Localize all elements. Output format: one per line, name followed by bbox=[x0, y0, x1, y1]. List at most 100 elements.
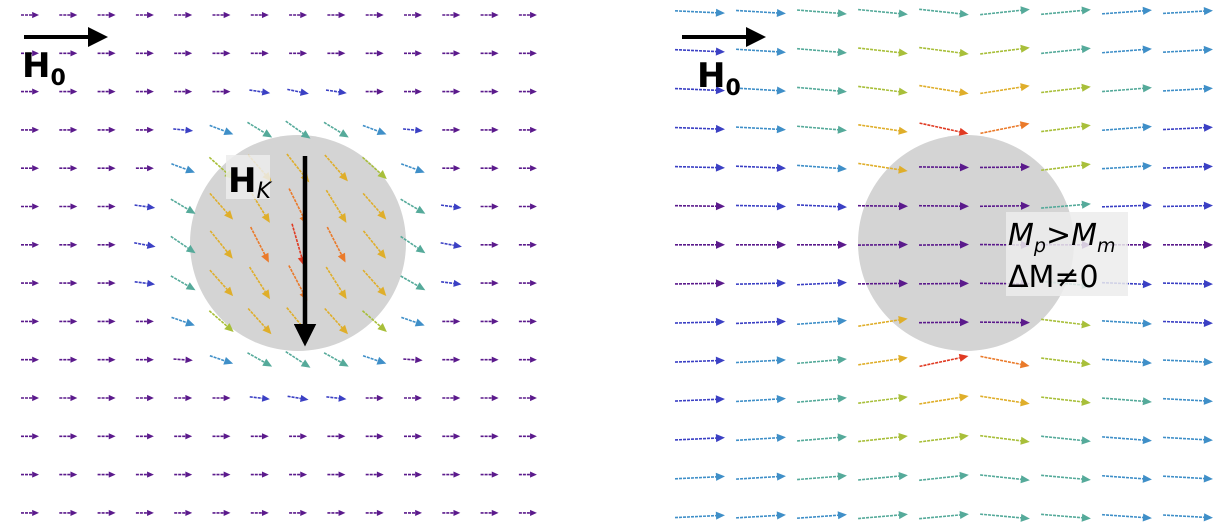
left-field-arrow-head bbox=[377, 286, 387, 297]
left-field-arrow-head bbox=[223, 249, 233, 259]
right-field-arrow-head bbox=[1142, 435, 1152, 445]
right-field-arrow-head bbox=[898, 279, 908, 288]
right-field-arrow-shaft bbox=[858, 123, 899, 132]
right-field-arrow-head bbox=[1142, 6, 1152, 15]
left-field-arrow-head bbox=[415, 471, 422, 478]
right-field-arrow-head bbox=[959, 279, 969, 288]
left-field-arrow-head bbox=[299, 88, 309, 96]
right-field-arrow-head bbox=[1203, 240, 1213, 249]
right-field-arrow-shaft bbox=[858, 358, 899, 366]
left-field-arrow-head bbox=[300, 50, 308, 57]
left-field-arrow-head bbox=[491, 88, 499, 95]
right-field-arrow-head bbox=[959, 240, 969, 249]
right-field-arrow-shaft bbox=[1162, 282, 1205, 285]
right-field-arrow-shaft bbox=[797, 9, 839, 15]
right-field-arrow-head bbox=[1081, 122, 1091, 131]
left-field-arrow-head bbox=[338, 50, 346, 57]
left-field-arrow-head bbox=[32, 50, 39, 57]
left-field-arrow-head bbox=[491, 509, 499, 516]
right-field-arrow-head bbox=[1081, 359, 1091, 368]
left-field-arrow-head bbox=[32, 280, 39, 287]
left-field-arrow-head bbox=[453, 394, 461, 402]
right-field-arrow-head bbox=[776, 511, 786, 520]
left-field-arrow-head bbox=[453, 279, 462, 287]
left-field-arrow-shaft bbox=[403, 128, 416, 131]
left-field-arrow-head bbox=[108, 318, 116, 325]
right-h0-indicator: H0 bbox=[682, 27, 766, 101]
left-field-arrow-head bbox=[70, 11, 78, 19]
right-field-arrow-head bbox=[898, 48, 908, 57]
left-field-arrow-head bbox=[261, 394, 270, 402]
left-field-arrow-head bbox=[453, 165, 461, 172]
left-field-arrow-head bbox=[491, 318, 499, 325]
left-field-arrow-head bbox=[338, 213, 347, 223]
right-field-arrow-shaft bbox=[1162, 87, 1205, 92]
right-field-arrow-head bbox=[776, 202, 786, 211]
left-field-arrow-head bbox=[414, 318, 425, 327]
left-field-arrow-head bbox=[415, 509, 422, 516]
left-field-arrow-head bbox=[338, 88, 347, 96]
left-field-arrow-head bbox=[223, 50, 231, 57]
right-field-arrow-head bbox=[1020, 513, 1030, 522]
left-field-arrow-head bbox=[70, 88, 78, 95]
left-field-arrow-head bbox=[70, 318, 78, 325]
right-field-arrow-shaft bbox=[735, 475, 778, 480]
right-field-arrow-shaft bbox=[735, 320, 778, 325]
left-field-arrow-shaft bbox=[209, 124, 226, 132]
left-field-arrow-head bbox=[376, 88, 384, 95]
left-field-arrow-head bbox=[376, 471, 384, 478]
left-field-arrow-head bbox=[300, 509, 308, 516]
left-field-arrow-head bbox=[491, 471, 499, 478]
right-field-arrow-head bbox=[776, 433, 786, 442]
left-field-arrow-head bbox=[261, 11, 269, 19]
left-field-arrow-head bbox=[32, 433, 39, 440]
right-field-arrow-head bbox=[1142, 45, 1152, 54]
left-field-arrow-head bbox=[223, 88, 231, 95]
right-field-arrow-head bbox=[959, 163, 969, 172]
right-field-arrow-head bbox=[776, 356, 786, 365]
left-field-arrow-shaft bbox=[362, 354, 379, 362]
right-field-arrow-shaft bbox=[1041, 203, 1083, 209]
right-field-arrow-head bbox=[1142, 513, 1152, 522]
left-field-arrow-head bbox=[108, 165, 116, 172]
right-field-arrow-head bbox=[837, 394, 847, 403]
left-field-arrow-head bbox=[338, 509, 346, 516]
left-field-arrow-head bbox=[223, 471, 231, 478]
right-field-arrow-shaft bbox=[674, 398, 717, 402]
left-field-arrow-head bbox=[147, 433, 154, 440]
left-field-arrow-head bbox=[491, 394, 499, 402]
left-field-arrow-head bbox=[338, 394, 347, 402]
left-field-arrow-shaft bbox=[170, 198, 189, 210]
left-field-arrow-head bbox=[261, 471, 269, 478]
left-field-arrow-shaft bbox=[326, 396, 339, 400]
left-field-arrow-head bbox=[70, 126, 78, 133]
left-field-arrow-shaft bbox=[362, 124, 379, 132]
left-field-arrow-head bbox=[147, 509, 154, 516]
left-field-arrow-head bbox=[338, 471, 346, 478]
left-field-arrow-shaft bbox=[325, 266, 343, 293]
left-field-arrow-head bbox=[338, 171, 348, 182]
right-field-arrow-shaft bbox=[980, 47, 1021, 55]
left-field-arrow-head bbox=[453, 509, 461, 516]
left-field-arrow-shaft bbox=[324, 154, 343, 176]
right-field-arrow-head bbox=[837, 48, 847, 57]
left-field-arrow-shaft bbox=[401, 316, 417, 324]
left-field-arrow-head bbox=[530, 165, 537, 172]
right-field-arrow-shaft bbox=[674, 204, 717, 208]
left-field-arrow-head bbox=[147, 88, 154, 95]
left-field-arrow-head bbox=[453, 11, 461, 19]
left-field-arrow-shaft bbox=[362, 192, 381, 214]
left-field-arrow-head bbox=[530, 88, 537, 95]
left-field-arrow-head bbox=[185, 509, 193, 516]
right-field-arrow-shaft bbox=[1101, 320, 1144, 325]
right-field-arrow-head bbox=[898, 511, 908, 520]
right-field-arrow-shaft bbox=[1162, 475, 1205, 480]
left-field-arrow-head bbox=[338, 129, 349, 138]
right-field-arrow-head bbox=[1081, 513, 1091, 522]
right-field-arrow-head bbox=[776, 163, 786, 172]
left-field-arrow-head bbox=[108, 50, 116, 57]
left-field-arrow-head bbox=[185, 244, 196, 254]
left-field-arrow-shaft bbox=[400, 275, 418, 287]
left-field-arrow-head bbox=[32, 203, 39, 210]
